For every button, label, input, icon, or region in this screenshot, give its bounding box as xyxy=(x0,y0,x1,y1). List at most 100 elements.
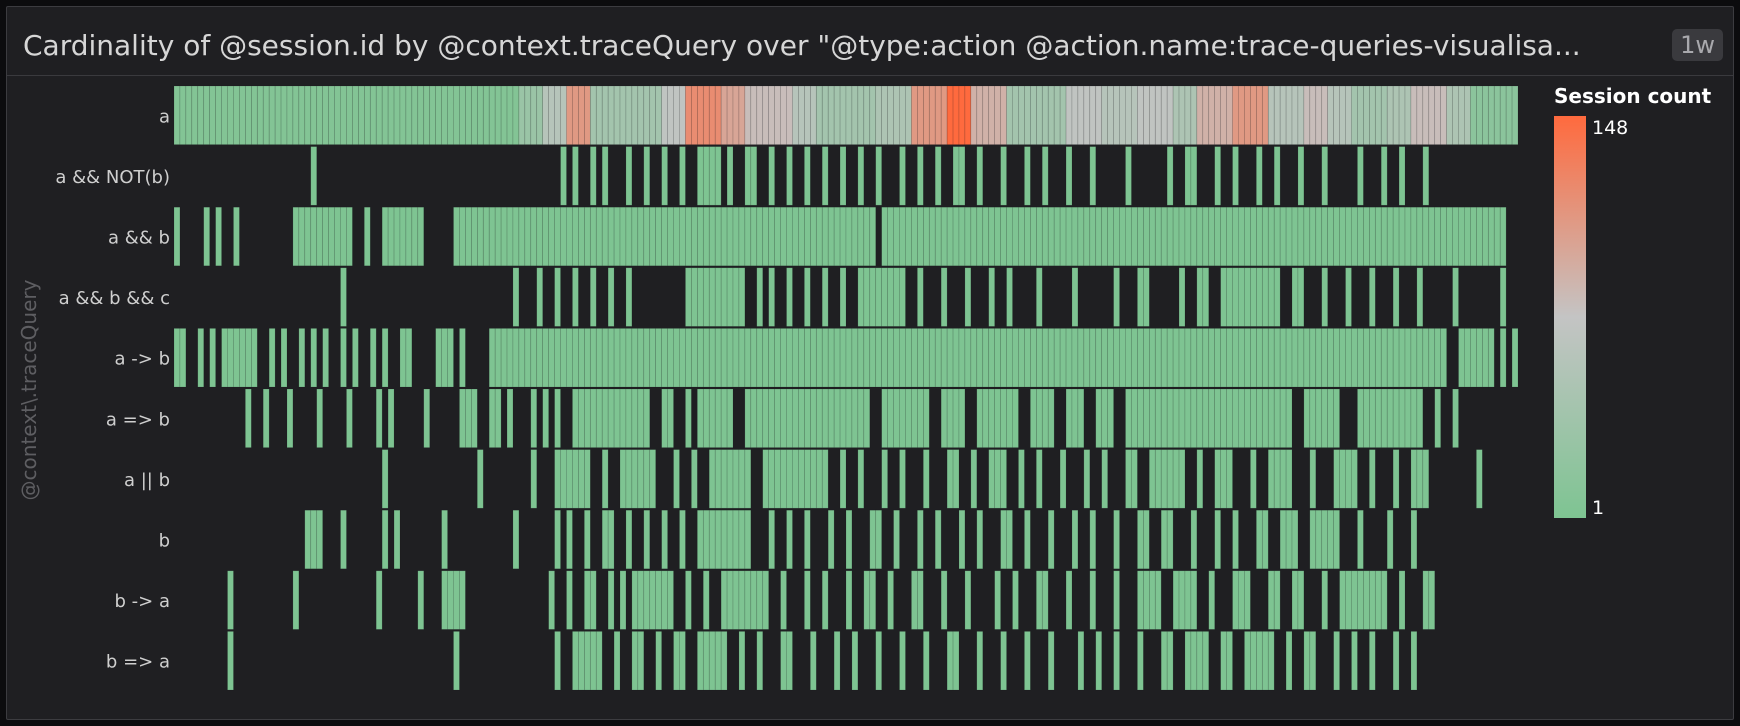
heatmap-cell[interactable] xyxy=(940,267,948,327)
heatmap-cell[interactable] xyxy=(1012,206,1019,267)
heatmap-cell[interactable] xyxy=(471,85,478,145)
heatmap-cell[interactable] xyxy=(643,570,651,630)
heatmap-cell[interactable] xyxy=(518,206,526,267)
heatmap-cell[interactable] xyxy=(1053,206,1061,267)
heatmap-cell[interactable] xyxy=(928,328,936,388)
heatmap-cell[interactable] xyxy=(804,206,811,267)
heatmap-cell[interactable] xyxy=(637,449,645,509)
heatmap-cell[interactable] xyxy=(667,570,674,630)
heatmap-cell[interactable] xyxy=(179,328,187,388)
heatmap-cell[interactable] xyxy=(964,267,972,327)
heatmap-cell[interactable] xyxy=(548,85,555,145)
heatmap-cell[interactable] xyxy=(732,328,740,388)
heatmap-cell[interactable] xyxy=(869,206,877,267)
heatmap-cell[interactable] xyxy=(274,85,282,145)
heatmap-cell[interactable] xyxy=(1398,570,1406,630)
heatmap-cell[interactable] xyxy=(952,388,960,448)
heatmap-cell[interactable] xyxy=(1012,388,1019,448)
heatmap-cell[interactable] xyxy=(1410,328,1418,388)
heatmap-cell[interactable] xyxy=(578,85,585,145)
heatmap-cell[interactable] xyxy=(1363,388,1370,448)
heatmap-cell[interactable] xyxy=(1470,85,1477,145)
heatmap-cell[interactable] xyxy=(845,206,853,267)
heatmap-cell[interactable] xyxy=(595,85,603,145)
heatmap-cell[interactable] xyxy=(786,146,793,206)
heatmap-cell[interactable] xyxy=(1339,85,1346,145)
heatmap-cell[interactable] xyxy=(940,328,948,388)
heatmap-cell[interactable] xyxy=(768,146,775,206)
heatmap-cell[interactable] xyxy=(613,631,621,691)
heatmap-cell[interactable] xyxy=(1285,328,1293,388)
heatmap-cell[interactable] xyxy=(667,85,674,145)
heatmap-cell[interactable] xyxy=(310,328,318,388)
heatmap-cell[interactable] xyxy=(804,570,811,630)
heatmap-cell[interactable] xyxy=(643,328,651,388)
heatmap-cell[interactable] xyxy=(1137,388,1144,448)
heatmap-cell[interactable] xyxy=(732,267,740,327)
heatmap-cell[interactable] xyxy=(1226,206,1233,267)
heatmap-cell[interactable] xyxy=(982,85,990,145)
heatmap-cell[interactable] xyxy=(661,388,668,448)
heatmap-cell[interactable] xyxy=(625,206,633,267)
heatmap-cell[interactable] xyxy=(738,85,746,145)
heatmap-cell[interactable] xyxy=(1369,631,1376,691)
heatmap-cell[interactable] xyxy=(804,388,811,448)
heatmap-cell[interactable] xyxy=(714,449,722,509)
heatmap-cell[interactable] xyxy=(601,509,609,570)
heatmap-cell[interactable] xyxy=(245,328,252,388)
heatmap-cell[interactable] xyxy=(1220,328,1227,388)
heatmap-cell[interactable] xyxy=(923,388,930,448)
heatmap-cell[interactable] xyxy=(1493,85,1501,145)
heatmap-cell[interactable] xyxy=(714,509,722,570)
heatmap-cell[interactable] xyxy=(488,388,496,448)
heatmap-cell[interactable] xyxy=(459,570,466,630)
heatmap-cell[interactable] xyxy=(1267,570,1275,630)
heatmap-cell[interactable] xyxy=(607,206,615,267)
heatmap-cell[interactable] xyxy=(506,388,514,448)
heatmap-cell[interactable] xyxy=(1196,85,1204,145)
heatmap-cell[interactable] xyxy=(542,388,549,448)
heatmap-cell[interactable] xyxy=(1160,328,1168,388)
heatmap-cell[interactable] xyxy=(875,328,882,388)
heatmap-cell[interactable] xyxy=(1036,388,1043,448)
heatmap-cell[interactable] xyxy=(845,570,853,630)
heatmap-cell[interactable] xyxy=(625,388,633,448)
heatmap-cell[interactable] xyxy=(1357,388,1364,448)
heatmap-cell[interactable] xyxy=(952,85,960,145)
heatmap-cell[interactable] xyxy=(952,206,960,267)
heatmap-cell[interactable] xyxy=(560,449,567,509)
heatmap-cell[interactable] xyxy=(572,206,579,267)
heatmap-cell[interactable] xyxy=(1458,206,1465,267)
heatmap-cell[interactable] xyxy=(1440,206,1447,267)
heatmap-cell[interactable] xyxy=(1363,85,1370,145)
heatmap-cell[interactable] xyxy=(1071,85,1079,145)
heatmap-cell[interactable] xyxy=(1267,631,1275,691)
heatmap-cell[interactable] xyxy=(1113,509,1120,570)
heatmap-cell[interactable] xyxy=(702,267,710,327)
heatmap-cell[interactable] xyxy=(762,206,769,267)
heatmap-cell[interactable] xyxy=(827,388,835,448)
heatmap-cell[interactable] xyxy=(221,328,228,388)
heatmap-cell[interactable] xyxy=(911,328,918,388)
heatmap-cell[interactable] xyxy=(667,388,674,448)
heatmap-cell[interactable] xyxy=(607,509,615,570)
heatmap-cell[interactable] xyxy=(875,146,882,206)
heatmap-cell[interactable] xyxy=(1018,85,1025,145)
heatmap-cell[interactable] xyxy=(1267,449,1275,509)
heatmap-cell[interactable] xyxy=(1309,328,1317,388)
heatmap-cell[interactable] xyxy=(970,328,978,388)
heatmap-cell[interactable] xyxy=(1446,85,1453,145)
heatmap-cell[interactable] xyxy=(1154,328,1162,388)
heatmap-cell[interactable] xyxy=(447,570,454,630)
heatmap-cell[interactable] xyxy=(726,85,734,145)
heatmap-cell[interactable] xyxy=(726,206,734,267)
heatmap-cell[interactable] xyxy=(905,328,912,388)
heatmap-cell[interactable] xyxy=(1416,388,1424,448)
heatmap-cell[interactable] xyxy=(601,206,609,267)
heatmap-cell[interactable] xyxy=(1422,85,1430,145)
heatmap-cell[interactable] xyxy=(976,85,984,145)
heatmap-cell[interactable] xyxy=(1131,85,1138,145)
heatmap-cell[interactable] xyxy=(578,206,585,267)
heatmap-cell[interactable] xyxy=(720,267,728,327)
heatmap-cell[interactable] xyxy=(1345,328,1352,388)
